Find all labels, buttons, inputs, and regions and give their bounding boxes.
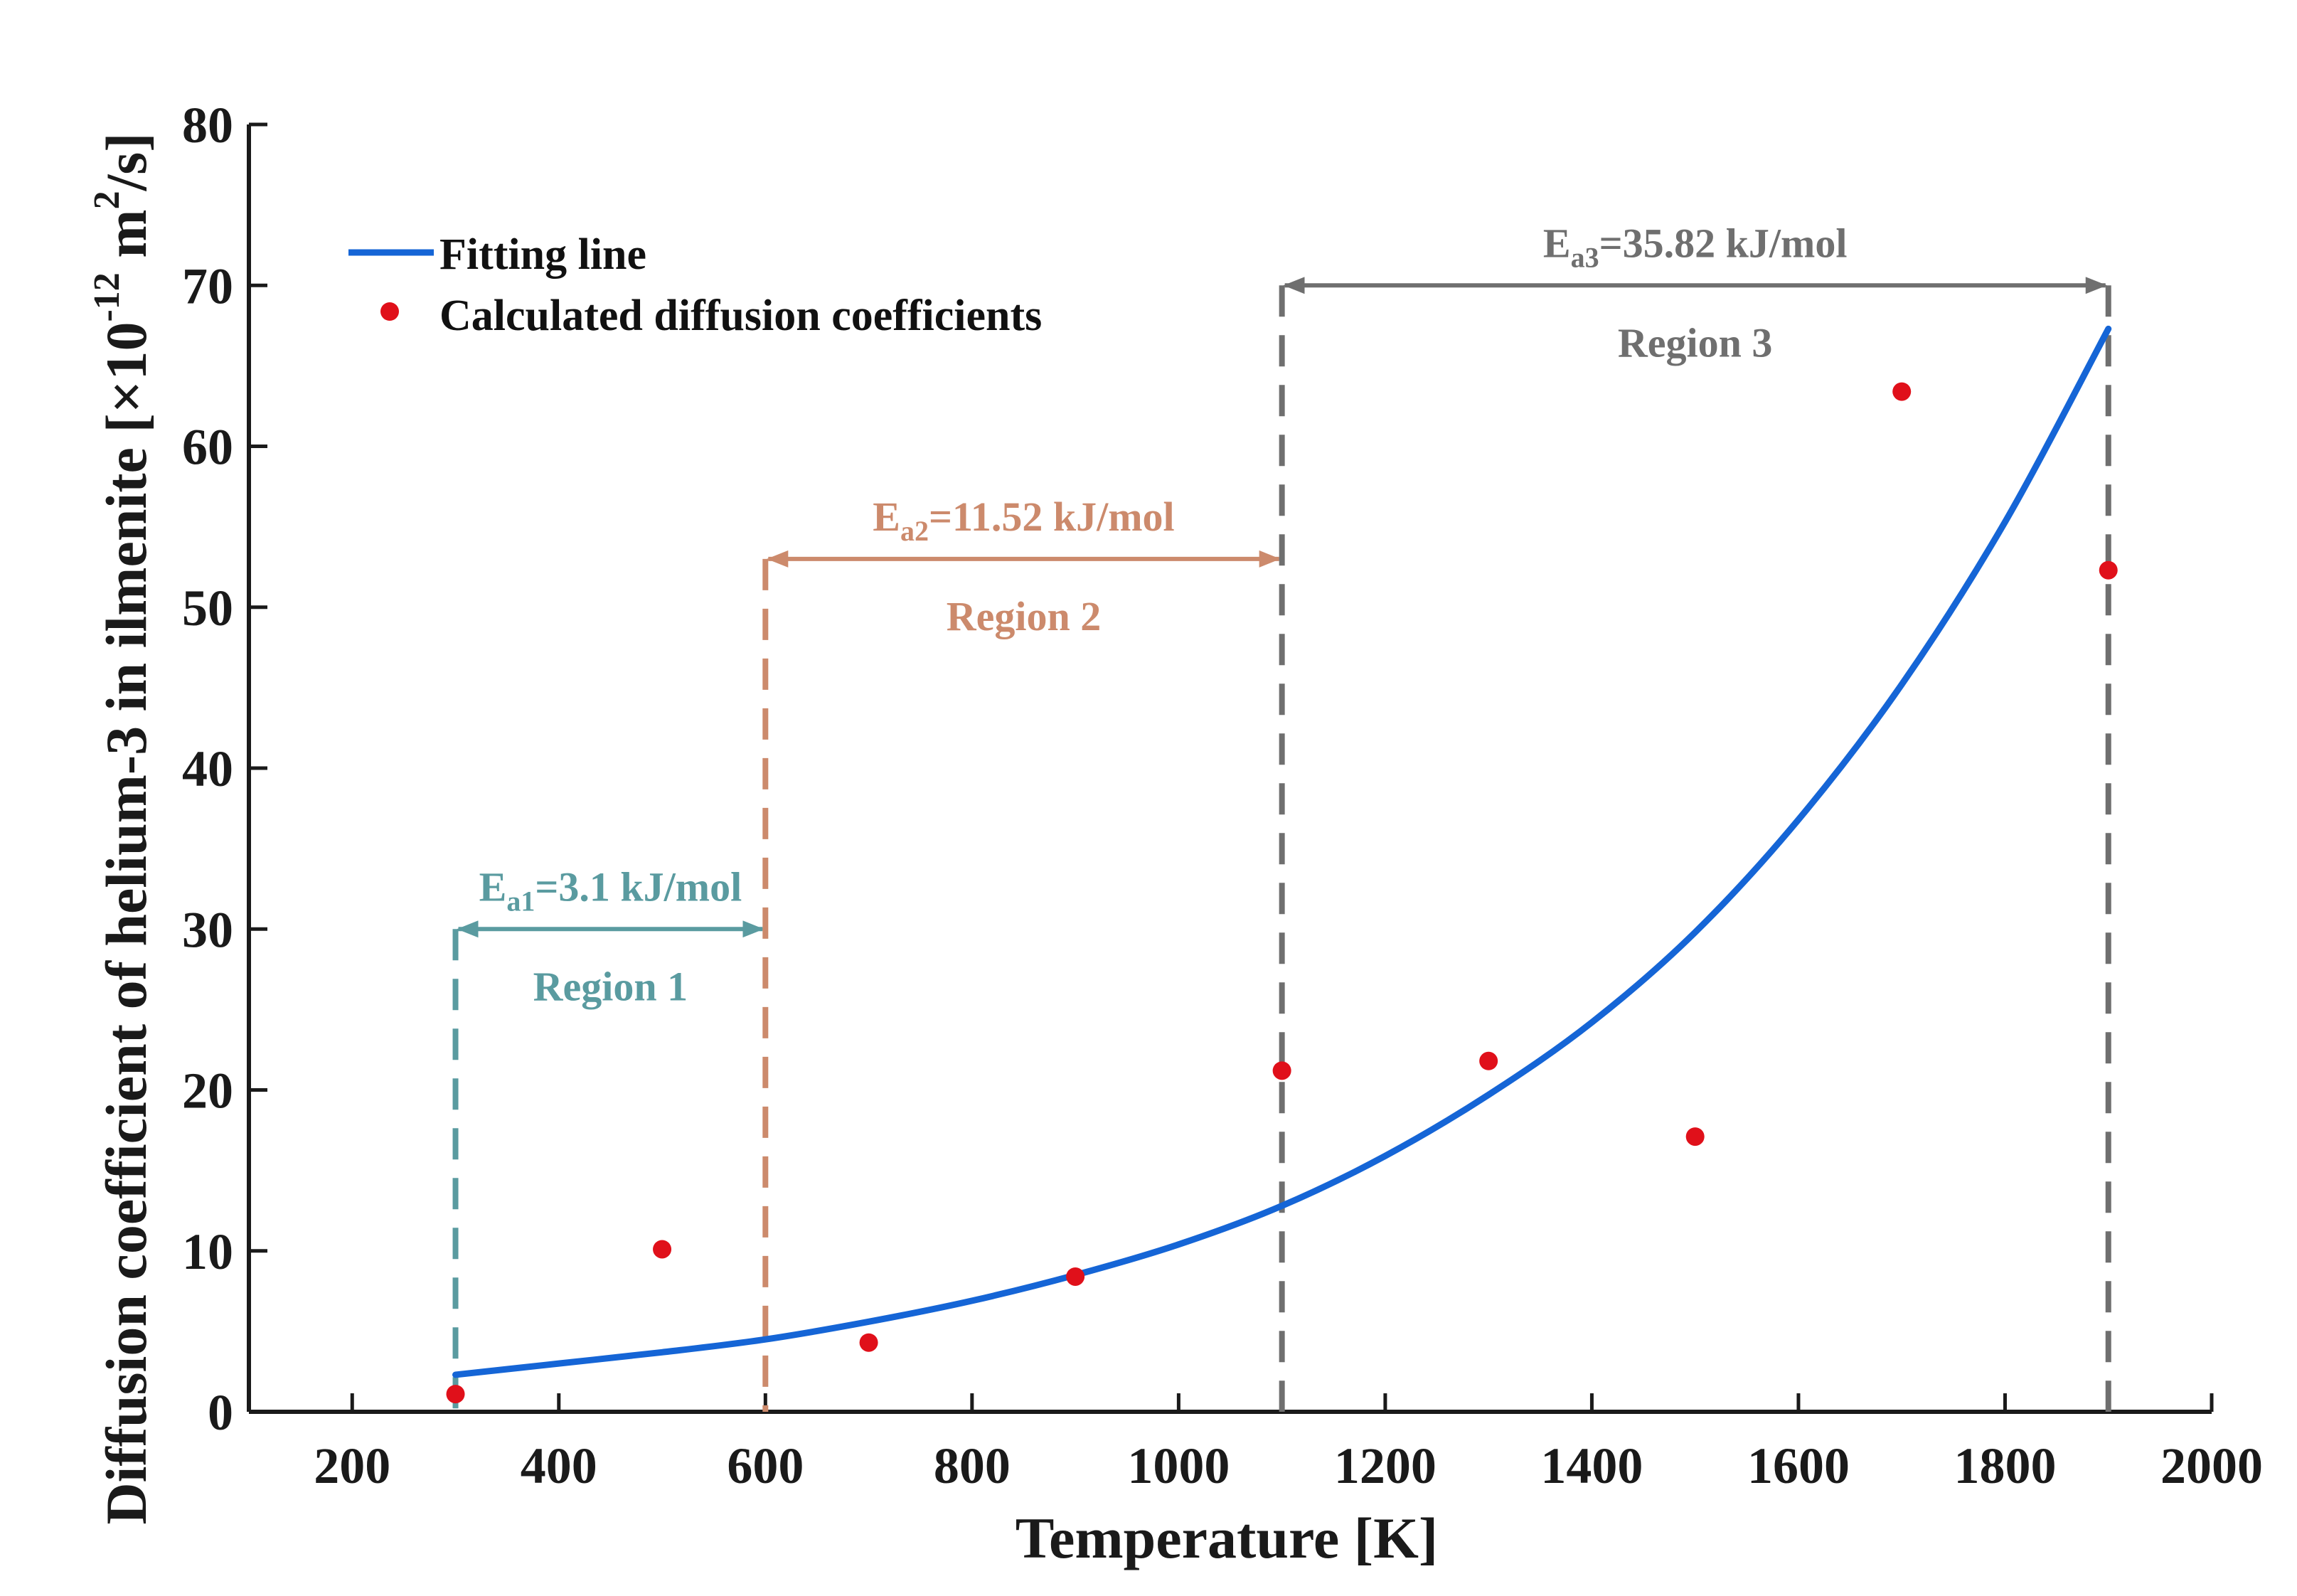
activation-energy-label: Ea2=11.52 kJ/mol [873,494,1174,547]
data-point [1479,1051,1498,1070]
x-tick-label: 1000 [1127,1437,1230,1494]
y-axis-title-exp: -12 [87,272,127,321]
y-axis-title: Diffusion coefficient of helium-3 in ilm… [87,132,159,1524]
regions: Ea1=3.1 kJ/mol Region 1 Ea2=11.52 kJ/mol Re… [452,220,2111,1412]
y-tick-label: 10 [182,1223,233,1280]
axes: 200 400 600 800 1000 1200 1400 1600 1800 2000 0 10… [182,97,2263,1494]
data-point [653,1240,672,1259]
x-tick-label: 2000 [2160,1437,2263,1494]
activation-energy-value: =11.52 kJ/mol [929,494,1175,540]
data-point [859,1333,878,1352]
y-axis-title-suffix: /s] [94,132,159,191]
x-tick-label: 200 [314,1437,390,1494]
y-tick-label: 50 [182,580,233,637]
activation-energy-subscript: a1 [506,885,535,917]
x-tick-label: 1400 [1540,1437,1643,1494]
data-point [2099,560,2118,580]
activation-energy-label: Ea1=3.1 kJ/mol [479,863,742,917]
activation-energy-value: =35.82 kJ/mol [1599,220,1848,266]
y-tick-label: 20 [182,1063,233,1119]
activation-energy-symbol: E [479,863,507,910]
data-point [1685,1127,1705,1147]
legend-label-calculated: Calculated diffusion coefficients [439,292,1042,340]
activation-energy-symbol: E [1543,220,1571,266]
y-axis-title-prefix: Diffusion coefficient of helium-3 in ilm… [94,322,159,1525]
x-tick-label: 400 [521,1437,597,1494]
data-point [446,1385,465,1404]
y-tick-label: 80 [182,97,233,154]
x-tick-label: 800 [934,1437,1011,1494]
x-ticks: 200 400 600 800 1000 1200 1400 1600 1800 2000 [314,1393,2263,1494]
y-tick-label: 0 [208,1384,233,1441]
activation-energy-subscript: a2 [900,515,929,547]
region-label: Region 2 [947,593,1102,639]
activation-energy-subscript: a3 [1571,241,1599,273]
region-label: Region 1 [533,963,688,1009]
y-axis-title-exp2: 2 [87,191,127,209]
legend-label-fitting-line: Fitting line [439,230,646,279]
activation-energy-label: Ea3=35.82 kJ/mol [1543,220,1848,273]
data-point [1892,382,1912,401]
data-point [1272,1061,1291,1080]
x-tick-label: 1800 [1954,1437,2056,1494]
data-point [1066,1267,1085,1286]
x-axis-title: Temperature [K] [1016,1506,1438,1570]
y-tick-label: 30 [182,901,233,958]
activation-energy-value: =3.1 kJ/mol [535,863,742,910]
legend: Fitting line Calculated diffusion coeffi… [348,230,1042,340]
series-layer [446,325,2118,1404]
y-tick-label: 40 [182,740,233,797]
x-tick-label: 1600 [1747,1437,1850,1494]
y-axis-title-middle: m [94,209,159,272]
activation-energy-symbol: E [873,494,900,540]
region-label: Region 3 [1618,319,1773,366]
y-tick-label: 70 [182,257,233,314]
x-tick-label: 1200 [1334,1437,1437,1494]
y-tick-label: 60 [182,419,233,476]
x-tick-label: 600 [727,1437,804,1494]
y-ticks: 0 10 20 30 40 50 60 70 80 [182,97,267,1441]
fitting-line [452,325,2112,1378]
legend-marker-swatch [380,302,399,321]
